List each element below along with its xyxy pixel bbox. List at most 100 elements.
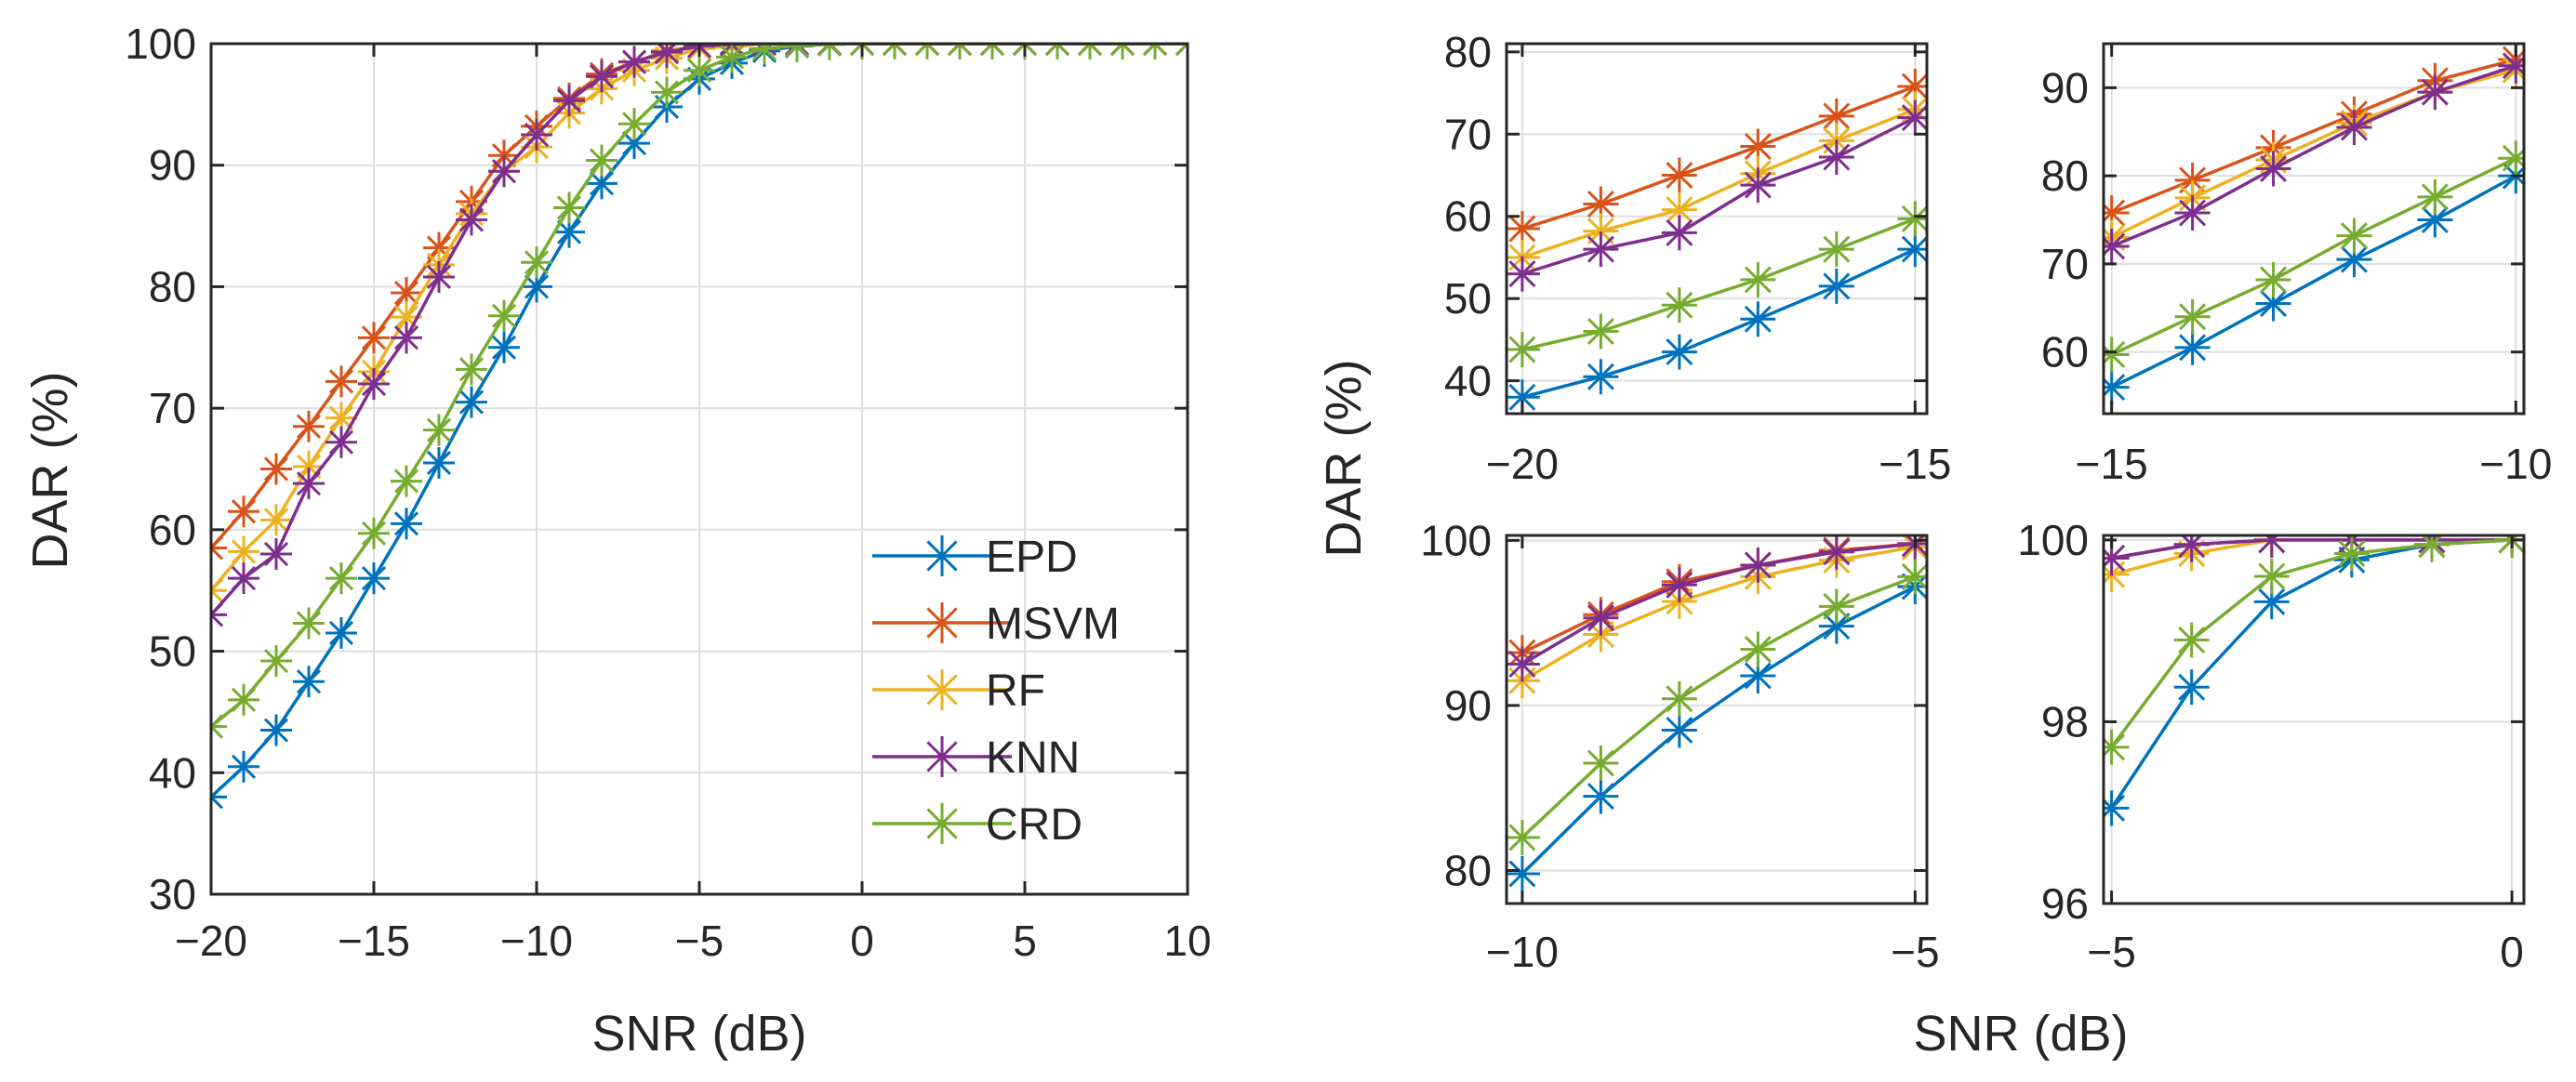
data-point-epd <box>2336 242 2372 278</box>
data-point-knn <box>521 119 552 152</box>
legend-label-crd: CRD <box>986 800 1082 850</box>
data-point-crd <box>2413 535 2450 562</box>
y-tick-label: 70 <box>2041 240 2089 288</box>
data-point-crd <box>749 44 780 65</box>
data-point-crd <box>2174 298 2211 335</box>
data-point-epd <box>2173 669 2210 706</box>
legend-marker-rf <box>922 669 963 710</box>
series-line-rf <box>2110 68 2516 240</box>
data-point-rf <box>391 301 422 334</box>
data-point-rf <box>325 402 357 434</box>
data-point-epd <box>293 666 325 698</box>
series-line-knn <box>1521 116 1917 276</box>
data-point-msvm <box>1661 157 1697 193</box>
data-point-epd <box>1740 301 1776 337</box>
data-point-msvm <box>2104 194 2130 231</box>
data-point-knn <box>1507 646 1540 682</box>
data-point-crd <box>456 353 487 386</box>
y-tick-label: 60 <box>2041 328 2089 376</box>
data-point-epd <box>456 386 487 418</box>
x-tick-label: −10 <box>1486 928 1559 976</box>
data-point-crd <box>2104 336 2130 373</box>
y-tick-label: 40 <box>1444 357 1492 405</box>
data-point-knn <box>1818 535 1854 570</box>
data-point-msvm <box>391 276 422 309</box>
plot-area <box>2104 44 2524 405</box>
series-line-rf <box>1521 545 1916 682</box>
axes-box <box>2102 534 2526 905</box>
data-point-knn <box>651 44 683 69</box>
data-point-knn <box>2417 74 2453 111</box>
inset-x-axis-label: SNR (dB) <box>1913 1006 2128 1062</box>
data-point-crd <box>2336 218 2372 254</box>
series-line-knn <box>2111 64 2516 248</box>
x-tick-label: −20 <box>1486 440 1559 488</box>
data-point-rf <box>1661 191 1697 228</box>
y-tick-label: 90 <box>149 141 196 190</box>
plot-area <box>2104 535 2524 826</box>
data-point-knn <box>391 322 422 354</box>
data-point-crd <box>1897 559 1927 595</box>
x-tick-label: −5 <box>1891 928 1939 976</box>
data-point-knn <box>1897 99 1927 136</box>
series-line-rf <box>2111 538 2513 576</box>
series-line-epd <box>1521 247 1917 400</box>
y-tick-label: 40 <box>149 748 196 797</box>
y-tick-label: 80 <box>1444 28 1492 76</box>
x-tick-label: −15 <box>1879 440 1951 488</box>
data-point-msvm <box>293 410 325 442</box>
x-tick-label: −10 <box>500 917 573 965</box>
legend-marker-msvm <box>922 602 963 643</box>
series-line-rf <box>1521 108 1916 259</box>
data-point-epd <box>358 562 390 595</box>
y-tick-label: 50 <box>149 627 196 676</box>
data-point-knn <box>2104 540 2130 576</box>
y-tick-label: 90 <box>1444 681 1492 730</box>
data-point-knn <box>260 538 292 570</box>
axes-box <box>2102 42 2526 416</box>
y-tick-label: 100 <box>125 20 196 68</box>
data-point-crd <box>228 683 259 716</box>
x-tick-label: 0 <box>850 917 874 965</box>
data-point-knn <box>325 426 357 458</box>
data-point-knn <box>1661 567 1697 603</box>
data-point-crd <box>1740 631 1776 667</box>
data-point-knn <box>2255 151 2291 187</box>
x-tick-label: −10 <box>2479 440 2552 488</box>
data-point-crd <box>716 44 748 73</box>
panel-inset-top-left: −20 −15 40 50 60 70 80 <box>1444 28 1952 488</box>
data-point-knn <box>2174 194 2211 231</box>
data-point-epd <box>618 127 650 160</box>
data-point-epd <box>1507 379 1540 414</box>
x-tick-label: −5 <box>2087 928 2135 976</box>
data-point-crd <box>1507 332 1540 368</box>
data-point-knn <box>1740 167 1776 204</box>
data-point-crd <box>1583 313 1619 350</box>
x-axis-label: SNR (dB) <box>591 1006 806 1062</box>
x-tick-label: −15 <box>2076 440 2148 488</box>
y-axis-label: DAR (%) <box>22 372 78 570</box>
panel-inset-bottom-right: −5 0 96 98 100 <box>2017 516 2526 976</box>
data-point-crd <box>2173 622 2210 658</box>
data-point-knn <box>1583 231 1619 268</box>
data-point-epd <box>1818 608 1854 644</box>
data-point-knn <box>1740 547 1776 583</box>
data-point-epd <box>553 216 585 248</box>
data-point-knn <box>618 46 650 78</box>
data-point-epd <box>1661 712 1697 748</box>
data-point-crd <box>684 54 715 86</box>
data-point-epd <box>521 270 552 303</box>
data-point-knn <box>456 204 487 236</box>
y-tick-label: 70 <box>1444 110 1492 158</box>
x-tick-label: 0 <box>2500 928 2524 976</box>
data-point-knn <box>1818 139 1854 176</box>
x-tick-label: −15 <box>338 917 410 965</box>
data-point-epd <box>2255 285 2291 322</box>
data-point-msvm <box>325 365 357 398</box>
data-point-epd <box>488 331 520 363</box>
data-point-knn <box>2173 535 2210 562</box>
data-point-msvm <box>1897 68 1927 104</box>
data-point-knn <box>2498 47 2524 84</box>
panel-inset-top-right: −15 −10 60 70 80 90 <box>2041 42 2552 488</box>
data-point-crd <box>2255 261 2291 297</box>
